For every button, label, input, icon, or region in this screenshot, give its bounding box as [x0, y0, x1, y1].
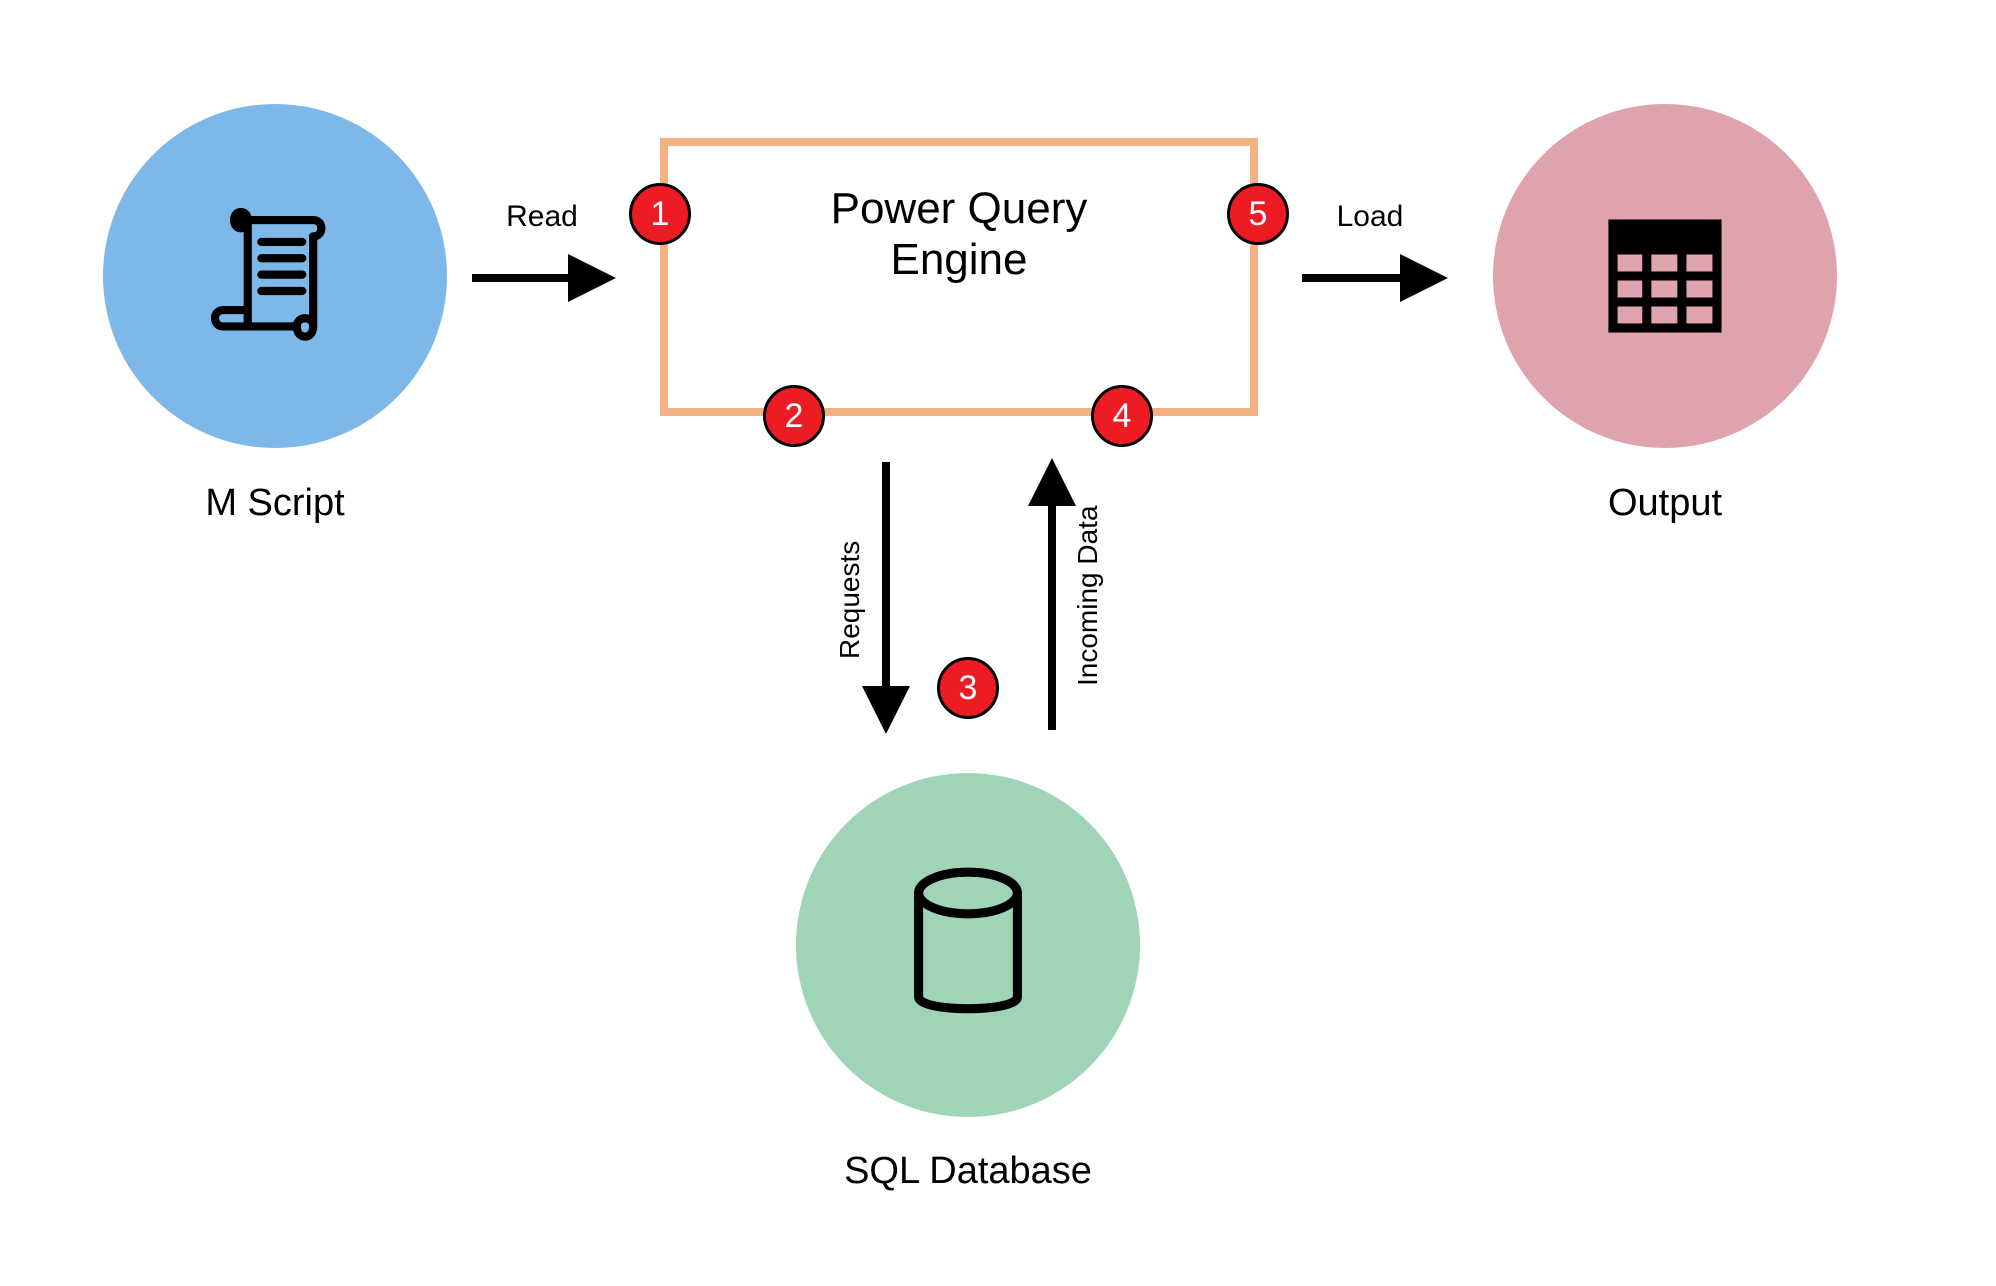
arrow-label-requests: Requests: [834, 500, 866, 700]
badge-2: 2: [763, 385, 825, 447]
label-output: Output: [1515, 482, 1815, 525]
scroll-icon: [205, 201, 345, 351]
badge-1-number: 1: [651, 195, 670, 234]
node-sqldb: [796, 773, 1140, 1117]
badge-2-number: 2: [785, 397, 804, 436]
cylinder-icon: [903, 865, 1033, 1025]
arrow-label-load: Load: [1320, 200, 1420, 234]
label-mscript: M Script: [125, 482, 425, 525]
grid-icon: [1600, 211, 1730, 341]
label-sqldb: SQL Database: [818, 1150, 1118, 1193]
arrow-label-incoming: Incoming Data: [1072, 466, 1104, 726]
badge-3-number: 3: [959, 669, 978, 708]
badge-4-number: 4: [1113, 397, 1132, 436]
badge-4: 4: [1091, 385, 1153, 447]
badge-5-number: 5: [1249, 195, 1268, 234]
badge-1: 1: [629, 183, 691, 245]
node-mscript: [103, 104, 447, 448]
label-engine: Power Query Engine: [779, 184, 1139, 285]
badge-5: 5: [1227, 183, 1289, 245]
badge-3: 3: [937, 657, 999, 719]
node-engine: Power Query Engine: [660, 138, 1258, 416]
node-output: [1493, 104, 1837, 448]
arrow-label-read: Read: [492, 200, 592, 234]
